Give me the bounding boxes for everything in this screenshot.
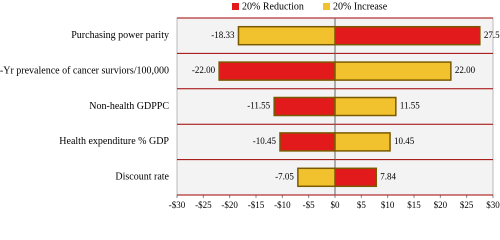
value-label: -11.55	[247, 101, 270, 111]
x-tick-label: $5	[357, 200, 367, 210]
legend-swatch	[232, 3, 239, 10]
bar	[334, 25, 481, 46]
bar	[237, 25, 336, 46]
bar	[273, 96, 336, 117]
x-tick-label: $25	[460, 200, 474, 210]
value-label: 27.50	[484, 30, 500, 40]
value-label: -10.45	[253, 136, 277, 146]
bar	[334, 96, 397, 117]
category-label: Health expenditure % GDP	[59, 136, 169, 147]
x-tick-label: $10	[381, 200, 395, 210]
x-tick-label: -$30	[169, 200, 186, 210]
x-tick-label: -$25	[195, 200, 212, 210]
value-label: -18.33	[211, 30, 235, 40]
x-tick-label: $0	[331, 200, 341, 210]
x-tick-label: -$20	[221, 200, 238, 210]
category-label: Discount rate	[115, 172, 169, 183]
x-tick-label: $15	[407, 200, 421, 210]
legend-label: 20% Increase	[333, 1, 388, 12]
value-label: 22.00	[455, 65, 476, 75]
bar	[279, 132, 336, 152]
category-label: Purchasing power parity	[71, 30, 169, 41]
x-tick-label: $30	[486, 200, 500, 210]
x-tick-label: -$5	[303, 200, 315, 210]
x-tick-label: $20	[434, 200, 448, 210]
bar	[334, 167, 378, 188]
value-label: -22.00	[192, 65, 216, 75]
value-label: 7.84	[380, 171, 396, 181]
legend-swatch	[323, 3, 330, 10]
bar	[334, 61, 452, 81]
bar	[334, 132, 391, 152]
category-label: 5-Yr prevalence of cancer surviors/100,0…	[0, 65, 169, 76]
legend-label: 20% Reduction	[242, 1, 304, 12]
value-label: -7.05	[275, 171, 294, 181]
x-tick-label: -$10	[274, 200, 291, 210]
bar	[218, 61, 336, 81]
category-label: Non-health GDPPC	[89, 101, 169, 112]
bar	[297, 167, 336, 188]
chart: -$30 -$25 -$20 -$15 -$10 -$5 $0 $5 $10 $15 $20 $25 $…	[0, 1, 500, 210]
value-label: 11.55	[400, 101, 420, 111]
x-tick-label: -$15	[248, 200, 265, 210]
value-label: 10.45	[394, 136, 415, 146]
